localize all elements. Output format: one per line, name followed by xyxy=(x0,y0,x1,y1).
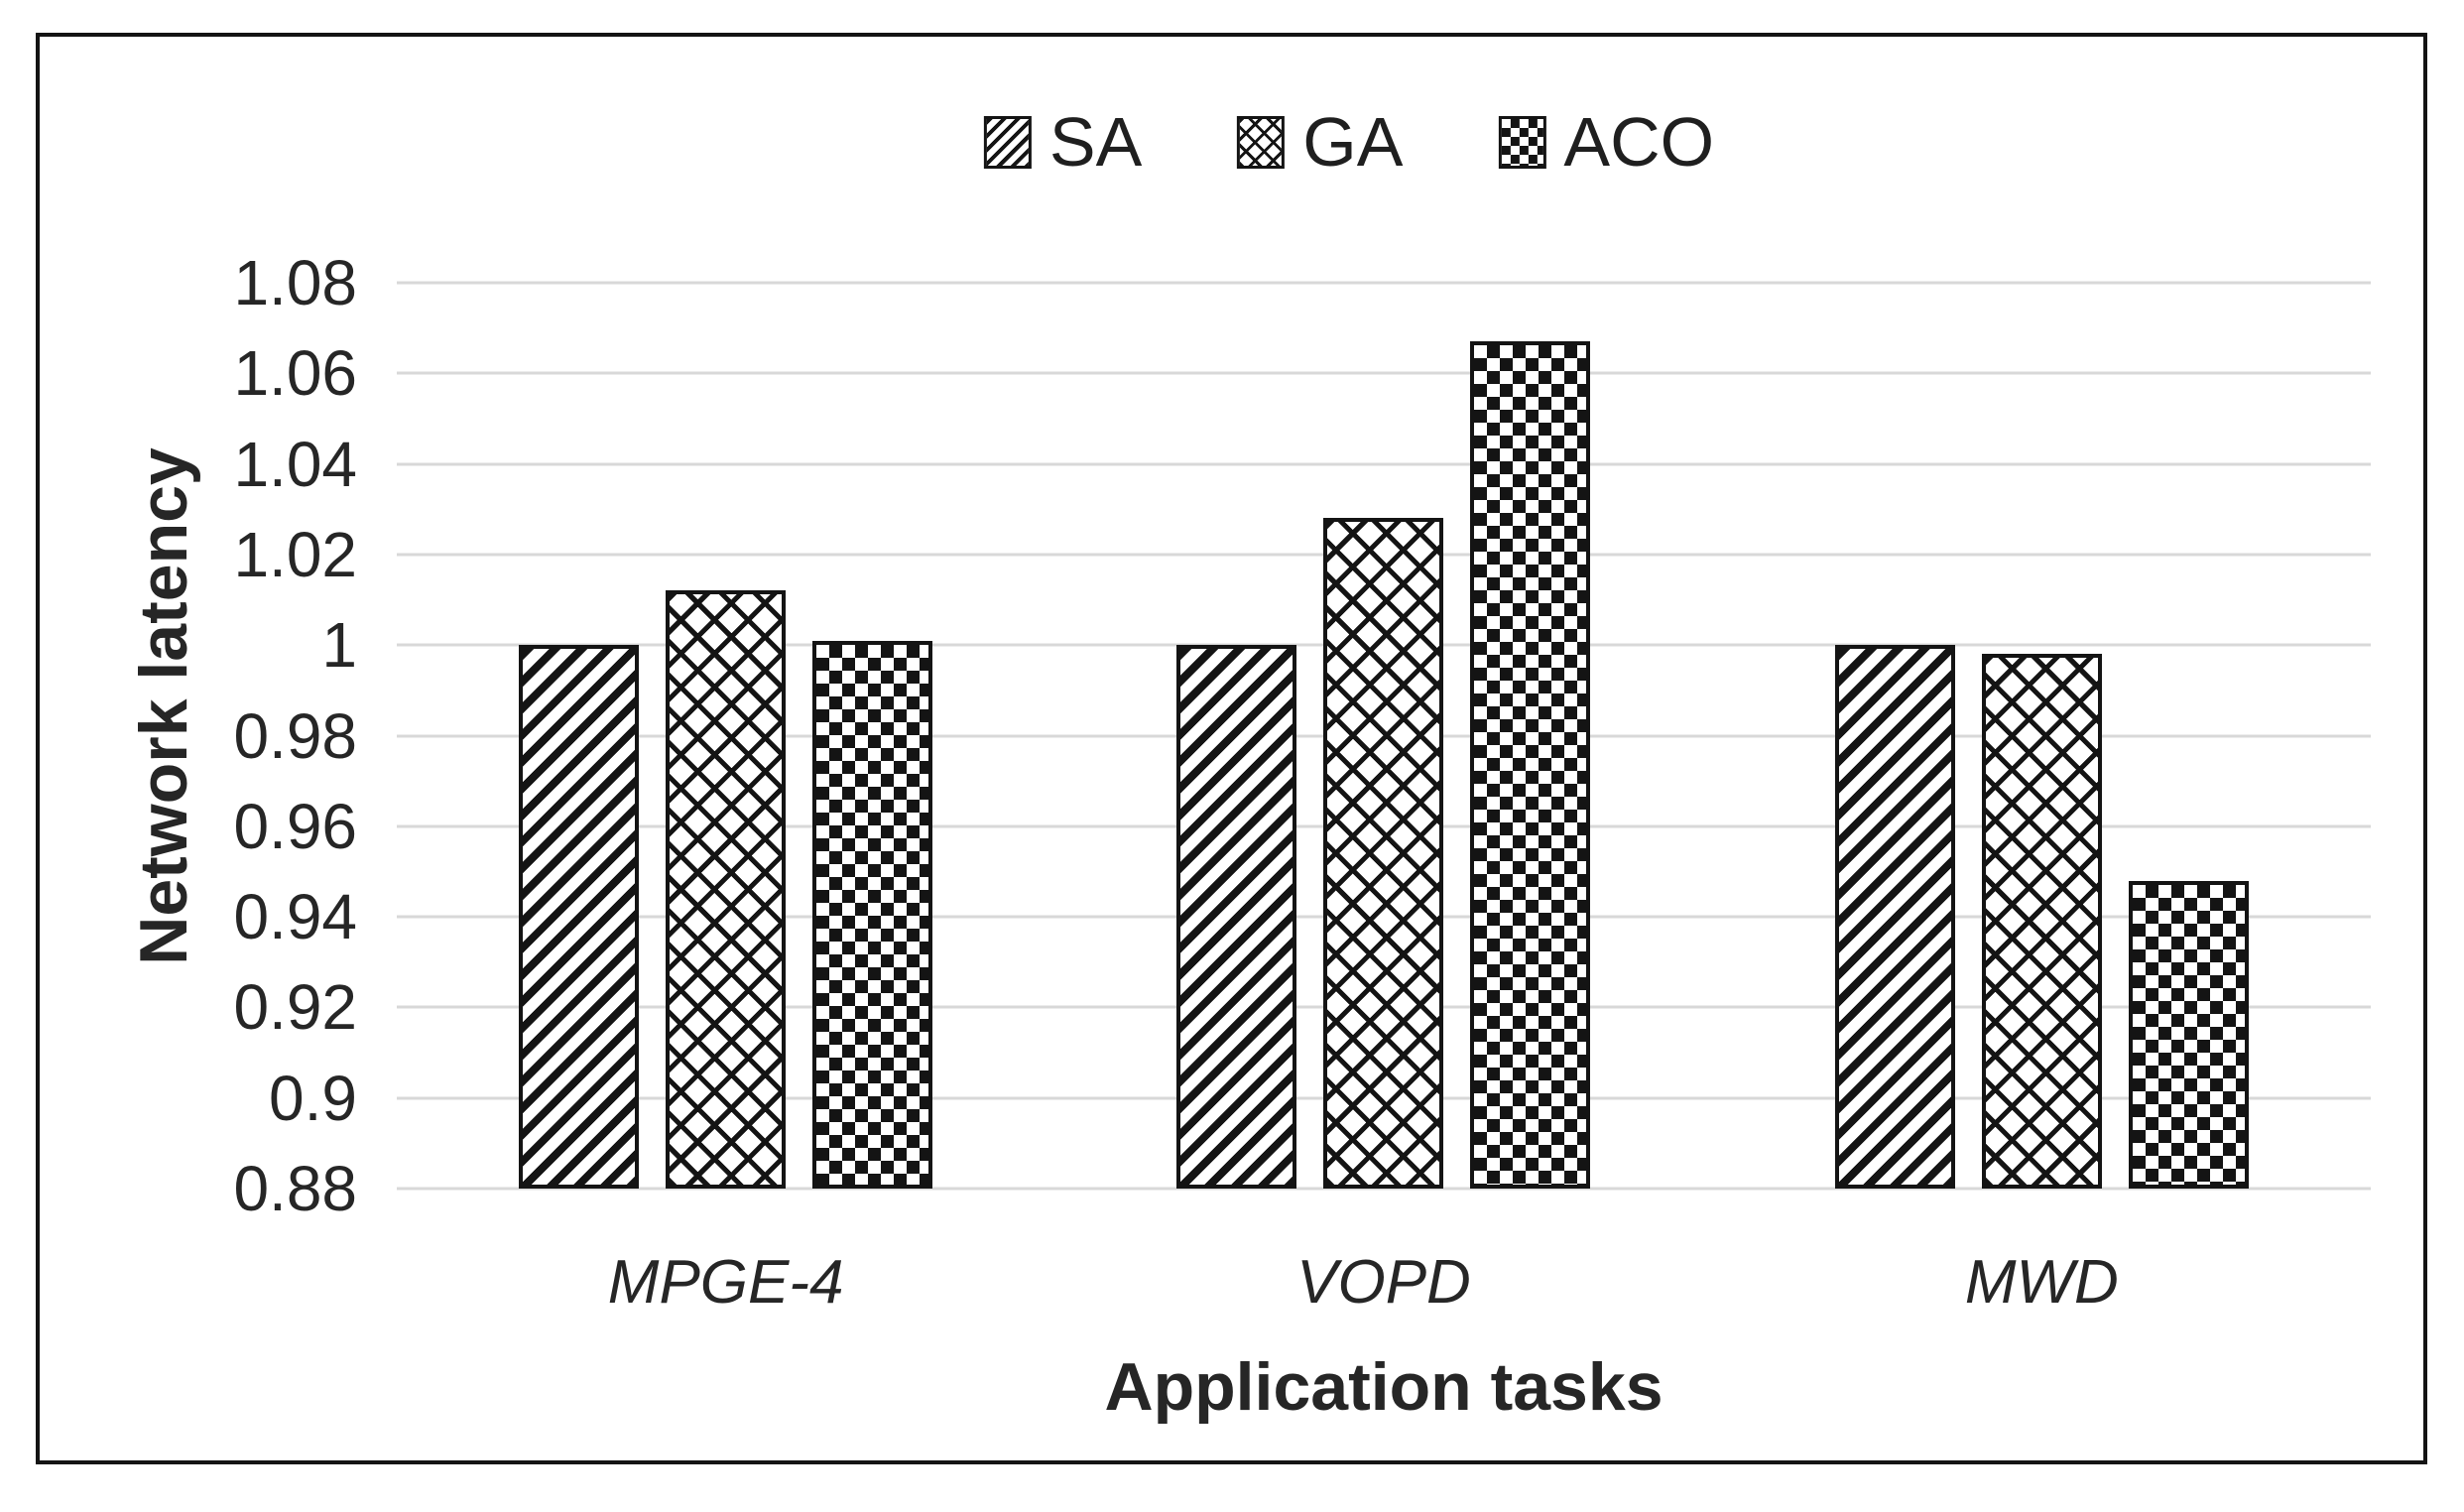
bar-aco-mwd xyxy=(2128,880,2249,1189)
y-tick-label: 1.02 xyxy=(233,518,357,590)
gridline xyxy=(397,462,2371,466)
y-tick-label: 1.08 xyxy=(233,247,357,318)
legend-item-sa: SA xyxy=(983,103,1143,181)
diagonal-stripes-swatch-icon xyxy=(983,115,1032,169)
plot-area xyxy=(397,281,2371,1191)
diamond-crosshatch-swatch-icon xyxy=(1237,115,1286,169)
x-category-label-mpge-4: MPGE-4 xyxy=(607,1248,844,1317)
y-tick-label: 0.92 xyxy=(233,971,357,1044)
y-axis-ticks: 1.08 1.06 1.04 1.02 1 0.98 0.96 0.94 0.92 0.9 0.88 xyxy=(94,251,357,1220)
bar-ga-mpge-4 xyxy=(666,590,787,1189)
x-category-label-mwd: MWD xyxy=(1964,1248,2119,1317)
legend: SA GA ACO xyxy=(983,103,1714,181)
bar-group-mwd xyxy=(1713,283,2371,1189)
y-tick-label: 0.96 xyxy=(233,790,357,862)
y-tick-label: 1.06 xyxy=(233,337,357,410)
x-category-label-vopd: VOPD xyxy=(1296,1248,1471,1317)
bar-aco-mpge-4 xyxy=(812,640,933,1189)
y-tick-label: 1.04 xyxy=(233,428,357,500)
checkerboard-swatch-icon xyxy=(1498,115,1546,169)
x-axis-title: Application tasks xyxy=(1104,1349,1663,1425)
gridline xyxy=(397,371,2371,375)
bar-groups xyxy=(397,283,2371,1189)
legend-label: SA xyxy=(1048,103,1143,181)
bar-group-mpge-4 xyxy=(397,283,1054,1189)
bar-sa-mpge-4 xyxy=(519,645,640,1189)
gridline xyxy=(397,281,2371,285)
bar-group-vopd xyxy=(1054,283,1712,1189)
x-axis-category-labels: MPGE-4 VOPD MWD xyxy=(397,1252,2371,1314)
legend-item-ga: GA xyxy=(1237,107,1403,177)
y-axis-title: Network latency xyxy=(126,447,201,965)
bar-ga-mwd xyxy=(1981,654,2102,1189)
legend-label: ACO xyxy=(1563,103,1715,181)
bar-sa-vopd xyxy=(1176,645,1297,1189)
legend-label: GA xyxy=(1302,103,1404,181)
y-tick-label: 0.88 xyxy=(233,1153,357,1224)
y-tick-label: 0.98 xyxy=(233,699,357,772)
legend-item-aco: ACO xyxy=(1498,107,1714,177)
bar-sa-mwd xyxy=(1834,645,1955,1189)
y-tick-label: 0.9 xyxy=(269,1062,357,1134)
y-tick-label: 0.94 xyxy=(233,881,357,953)
gridline xyxy=(397,1187,2371,1191)
bar-aco-vopd xyxy=(1470,341,1591,1189)
y-tick-label: 1 xyxy=(321,609,357,682)
bar-ga-vopd xyxy=(1323,518,1444,1189)
